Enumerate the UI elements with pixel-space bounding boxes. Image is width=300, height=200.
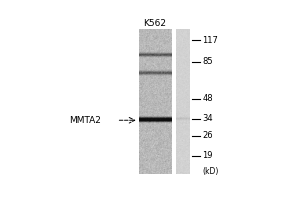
- Text: K562: K562: [143, 19, 167, 28]
- Text: (kD): (kD): [202, 167, 219, 176]
- Text: 34: 34: [202, 114, 213, 123]
- Text: 85: 85: [202, 57, 213, 66]
- Text: 48: 48: [202, 94, 213, 103]
- Text: 26: 26: [202, 131, 213, 140]
- Text: 19: 19: [202, 151, 213, 160]
- Text: 117: 117: [202, 36, 218, 45]
- Text: MMTA2: MMTA2: [69, 116, 101, 125]
